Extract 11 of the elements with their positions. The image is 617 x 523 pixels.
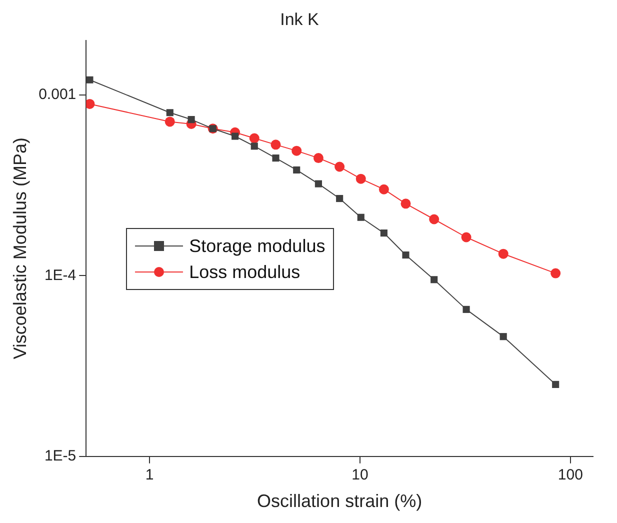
chart-title: Ink K	[280, 10, 320, 29]
x-tick-label: 10	[352, 466, 368, 484]
y-tick-label: 1E-5	[44, 448, 76, 465]
x-tick-label: 100	[558, 466, 583, 484]
y-tick-label: 0.001	[38, 86, 76, 103]
x-axis-title: Oscillation strain (%)	[257, 491, 422, 512]
y-tick-label: 1E-4	[44, 266, 76, 284]
y-axis-title: Viscoelastic Modulus (MPa)	[10, 138, 30, 360]
x-tick-label: 1	[145, 466, 154, 484]
legend-label: Loss modulus	[189, 262, 300, 283]
legend-label: Storage modulus	[189, 236, 326, 257]
